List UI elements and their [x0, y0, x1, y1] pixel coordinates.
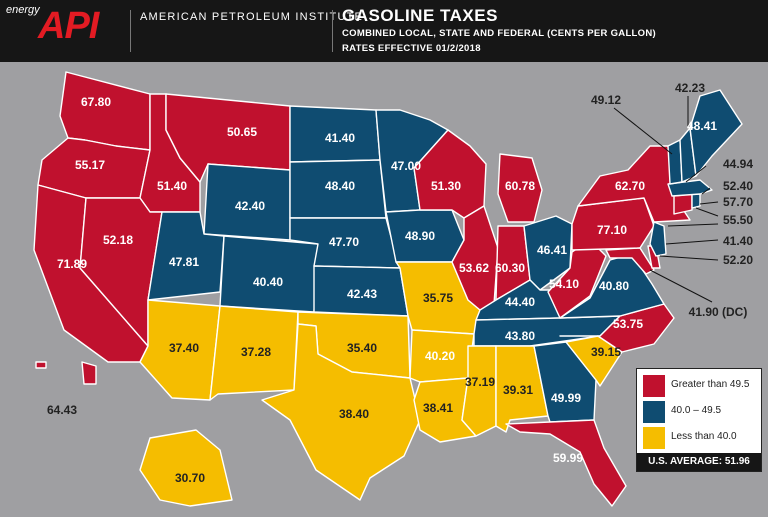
state-me[interactable]	[689, 89, 743, 177]
label-il: 53.62	[459, 261, 489, 275]
header-divider	[130, 10, 131, 52]
label-ny: 62.70	[615, 179, 645, 193]
label-id: 51.40	[157, 179, 187, 193]
label-wv: 54.10	[549, 277, 579, 291]
label-sd: 48.40	[325, 179, 355, 193]
api-logo: API	[38, 5, 99, 47]
label-co: 40.40	[253, 275, 283, 289]
label-ms: 37.19	[465, 375, 495, 389]
state-tx[interactable]	[261, 323, 421, 501]
legend-item-low: Less than 40.0	[643, 427, 759, 449]
label-mi: 60.78	[505, 179, 535, 193]
state-md[interactable]	[605, 247, 655, 275]
state-hi-small[interactable]	[35, 361, 47, 369]
legend-item-high: Greater than 49.5	[643, 375, 759, 397]
state-ct[interactable]	[673, 193, 693, 215]
legend-label-high: Greater than 49.5	[671, 379, 750, 390]
state-hi-big[interactable]	[81, 361, 97, 385]
label-ma: 44.94	[723, 157, 753, 171]
leader-lines	[613, 96, 719, 303]
label-wa: 67.80	[81, 95, 111, 109]
state-ma[interactable]	[667, 179, 713, 197]
label-ak: 30.70	[175, 471, 205, 485]
label-ks: 42.43	[347, 287, 377, 301]
map-effective-date: RATES EFFECTIVE 01/2/2018	[342, 43, 481, 54]
label-nh: 42.23	[675, 81, 705, 95]
label-tx: 38.40	[339, 407, 369, 421]
label-nc: 53.75	[613, 317, 643, 331]
label-ar: 40.20	[425, 349, 455, 363]
label-ut: 47.81	[169, 255, 199, 269]
state-fl[interactable]	[505, 419, 627, 507]
label-nd: 41.40	[325, 131, 355, 145]
organization-name: AMERICAN PETROLEUM INSTITUTE	[140, 11, 364, 23]
state-nj[interactable]	[649, 221, 667, 257]
label-hi: 64.43	[47, 403, 77, 417]
label-nv: 52.18	[103, 233, 133, 247]
label-fl: 59.99	[553, 451, 583, 465]
legend-swatch-low	[643, 427, 665, 449]
label-vt: 49.12	[591, 93, 621, 107]
legend-label-mid: 40.0 – 49.5	[671, 405, 722, 416]
header-bar: energy API AMERICAN PETROLEUM INSTITUTE …	[0, 0, 768, 62]
legend: Greater than 49.5 40.0 – 49.5 Less than …	[636, 368, 762, 472]
label-ne: 47.70	[329, 235, 359, 249]
label-nj: 41.40	[723, 234, 753, 248]
label-la: 38.41	[423, 401, 453, 415]
state-nc[interactable]	[559, 303, 675, 353]
title-divider	[332, 10, 333, 52]
label-az: 37.40	[169, 341, 199, 355]
state-sc[interactable]	[565, 335, 623, 387]
brand-energy-text: energy	[6, 4, 40, 16]
label-me: 48.41	[687, 119, 717, 133]
label-ri: 52.40	[723, 179, 753, 193]
us-average: U.S. AVERAGE: 51.96	[637, 453, 761, 471]
state-nm[interactable]	[209, 305, 299, 401]
label-wy: 42.40	[235, 199, 265, 213]
legend-label-low: Less than 40.0	[671, 431, 737, 442]
label-pa: 77.10	[597, 223, 627, 237]
label-mo: 35.75	[423, 291, 453, 305]
label-dc: 41.90 (DC)	[689, 305, 748, 319]
state-co[interactable]	[219, 235, 319, 313]
map-title: GASOLINE TAXES	[342, 6, 498, 25]
label-mn: 47.00	[391, 159, 421, 173]
legend-swatch-high	[643, 375, 665, 397]
label-va: 40.80	[599, 279, 629, 293]
map-subtitle: COMBINED LOCAL, STATE AND FEDERAL (CENTS…	[342, 28, 656, 39]
label-md: 52.20	[723, 253, 753, 267]
label-sc: 39.15	[591, 345, 621, 359]
state-ak[interactable]	[139, 429, 233, 507]
label-ok: 35.40	[347, 341, 377, 355]
label-tn: 43.80	[505, 329, 535, 343]
label-ky: 44.40	[505, 295, 535, 309]
label-de: 55.50	[723, 213, 753, 227]
label-nm: 37.28	[241, 345, 271, 359]
label-in: 60.30	[495, 261, 525, 275]
label-or: 55.17	[75, 158, 105, 172]
label-ca: 71.89	[57, 257, 87, 271]
label-al: 39.31	[503, 383, 533, 397]
state-ri[interactable]	[691, 193, 701, 209]
legend-item-mid: 40.0 – 49.5	[643, 401, 759, 423]
label-mt: 50.65	[227, 125, 257, 139]
label-ct: 57.70	[723, 195, 753, 209]
label-oh: 46.41	[537, 243, 567, 257]
label-ga: 49.99	[551, 391, 581, 405]
state-mi[interactable]	[497, 153, 543, 223]
label-ia: 48.90	[405, 229, 435, 243]
legend-swatch-mid	[643, 401, 665, 423]
label-wi: 51.30	[431, 179, 461, 193]
